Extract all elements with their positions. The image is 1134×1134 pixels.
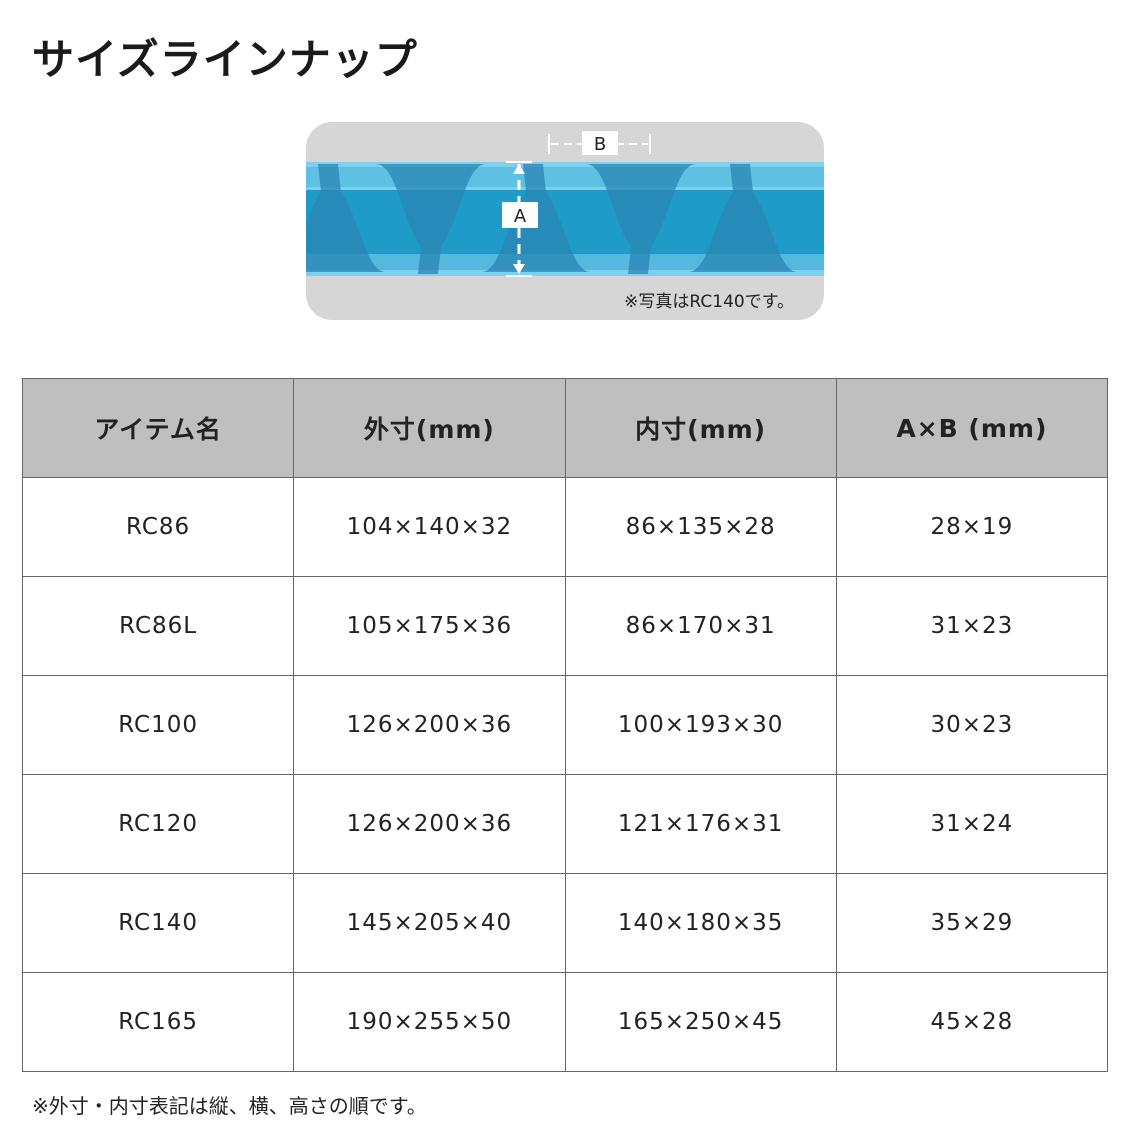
outer-size-cell: 145×205×40 [293, 873, 566, 973]
header-outer-size: 外寸(mm) [293, 378, 566, 478]
header-axb: A×B (mm) [835, 378, 1109, 478]
inner-size-cell: 100×193×30 [564, 675, 837, 775]
item-name-cell: RC120 [21, 774, 295, 874]
inner-size-cell: 140×180×35 [564, 873, 837, 973]
outer-size-cell: 126×200×36 [293, 774, 566, 874]
axb-cell: 28×19 [835, 477, 1109, 577]
header-item-name: アイテム名 [21, 378, 295, 478]
tray-divider-shape [688, 164, 798, 272]
photo-caption: ※写真はRC140です。 [624, 292, 794, 312]
table-row: RC165 190×255×50 165×250×45 45×28 [21, 972, 1109, 1072]
axb-cell: 30×23 [835, 675, 1109, 775]
dimension-b-label: B [594, 134, 606, 155]
table-row: RC86 104×140×32 86×135×28 28×19 [21, 477, 1109, 577]
axb-cell: 31×24 [835, 774, 1109, 874]
header-inner-size: 内寸(mm) [564, 378, 837, 478]
table-header-row: アイテム名 外寸(mm) 内寸(mm) A×B (mm) [21, 378, 1109, 478]
table-row: RC86L 105×175×36 86×170×31 31×23 [21, 576, 1109, 676]
outer-size-cell: 126×200×36 [293, 675, 566, 775]
table-row: RC140 145×205×40 140×180×35 35×29 [21, 873, 1109, 973]
tray-divider-shape [306, 164, 386, 272]
axb-cell: 31×23 [835, 576, 1109, 676]
item-name-cell: RC140 [21, 873, 295, 973]
tray-divider-shape [586, 164, 696, 274]
item-name-cell: RC165 [21, 972, 295, 1072]
footnote: ※外寸・内寸表記は縦、横、高さの順です。 [32, 1094, 427, 1118]
inner-size-cell: 165×250×45 [564, 972, 837, 1072]
item-name-cell: RC86L [21, 576, 295, 676]
axb-cell: 45×28 [835, 972, 1109, 1072]
page-title: サイズラインナップ [32, 35, 418, 84]
outer-size-cell: 105×175×36 [293, 576, 566, 676]
inner-size-cell: 86×135×28 [564, 477, 837, 577]
table-row: RC120 126×200×36 121×176×31 31×24 [21, 774, 1109, 874]
axb-cell: 35×29 [835, 873, 1109, 973]
size-table: アイテム名 外寸(mm) 内寸(mm) A×B (mm) RC86 104×140… [21, 378, 1109, 1072]
outer-size-cell: 190×255×50 [293, 972, 566, 1072]
inner-size-cell: 86×170×31 [564, 576, 837, 676]
product-photo: A B ※写真はRC140です。 [306, 122, 824, 320]
tray-illustration: A B [306, 131, 824, 277]
table-row: RC100 126×200×36 100×193×30 30×23 [21, 675, 1109, 775]
tray-divider-shape [376, 164, 486, 274]
item-name-cell: RC100 [21, 675, 295, 775]
item-name-cell: RC86 [21, 477, 295, 577]
outer-size-cell: 104×140×32 [293, 477, 566, 577]
dimension-a-label: A [514, 206, 527, 227]
inner-size-cell: 121×176×31 [564, 774, 837, 874]
